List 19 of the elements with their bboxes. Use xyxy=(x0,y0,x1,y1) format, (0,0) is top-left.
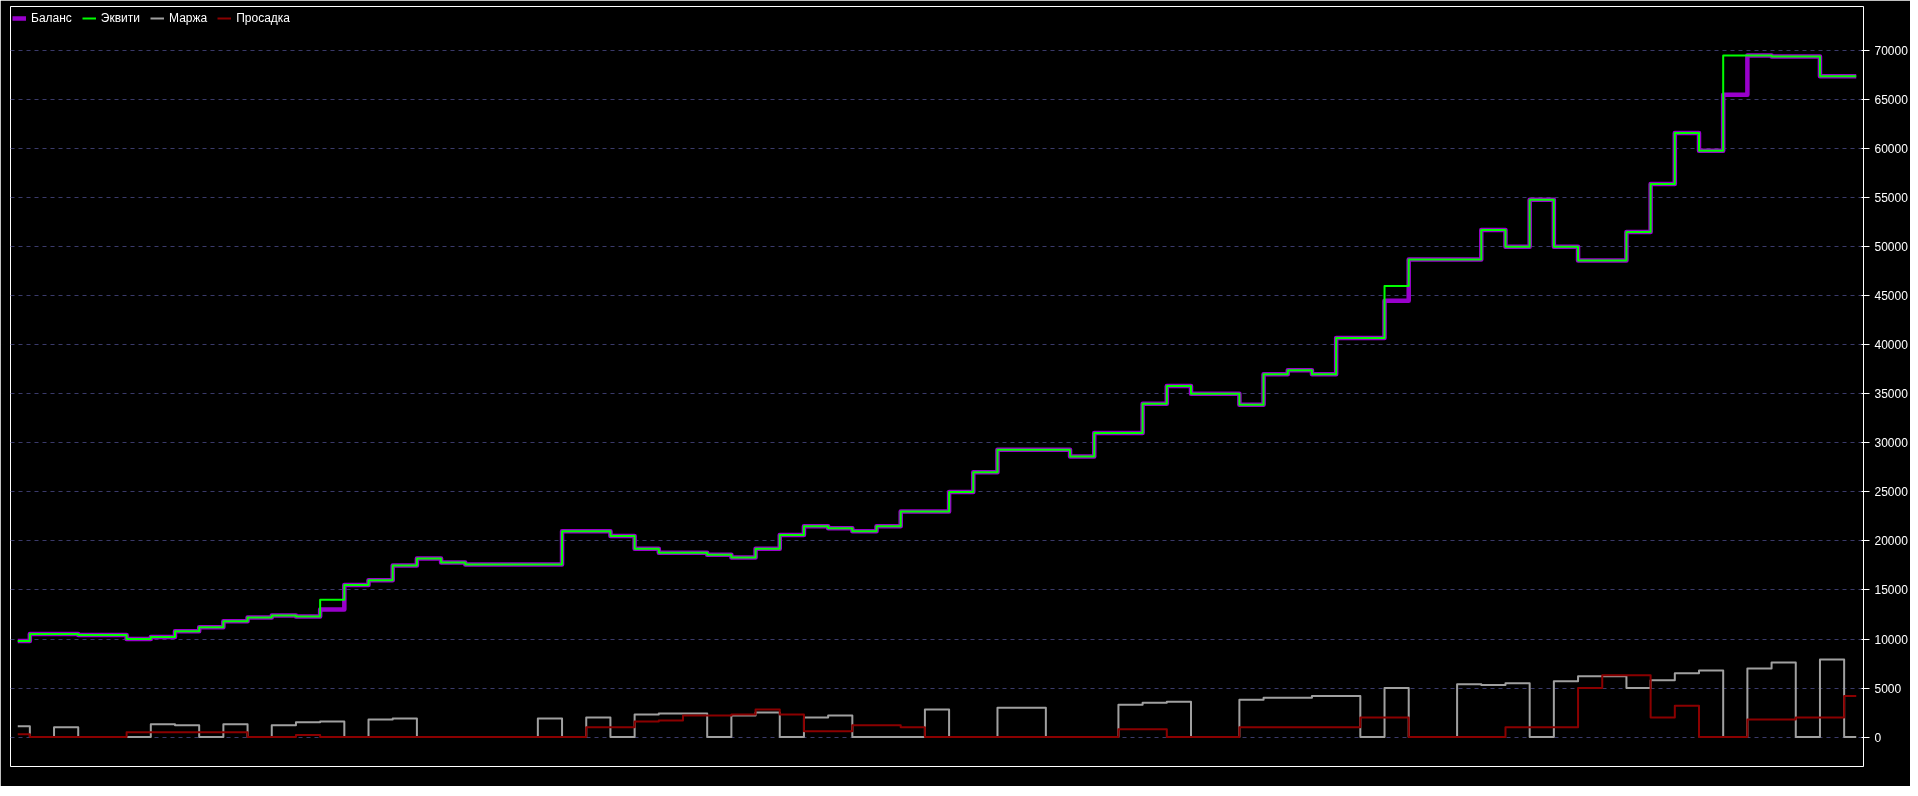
y-tick-label: 60000 xyxy=(1874,142,1909,157)
y-tick-label: 35000 xyxy=(1874,387,1909,402)
y-tick-label: 5000 xyxy=(1874,681,1902,696)
y-tick-label: 50000 xyxy=(1874,240,1909,255)
y-tick-label: 0 xyxy=(1874,730,1882,745)
y-tick-label: 45000 xyxy=(1874,289,1909,304)
legend-label: Просадка xyxy=(236,11,291,25)
legend-label: Эквити xyxy=(100,11,141,25)
y-tick-label: 70000 xyxy=(1874,44,1909,59)
y-tick-label: 65000 xyxy=(1874,93,1909,108)
y-tick-label: 40000 xyxy=(1874,338,1909,353)
y-tick-label: 55000 xyxy=(1874,191,1909,206)
legend-label: Маржа xyxy=(169,11,208,25)
y-tick-label: 20000 xyxy=(1874,534,1909,549)
y-tick-label: 15000 xyxy=(1874,583,1909,598)
y-tick-label: 10000 xyxy=(1874,632,1909,647)
y-tick-label: 30000 xyxy=(1874,436,1909,451)
y-tick-label: 25000 xyxy=(1874,485,1909,500)
legend-label: Баланс xyxy=(31,11,72,25)
